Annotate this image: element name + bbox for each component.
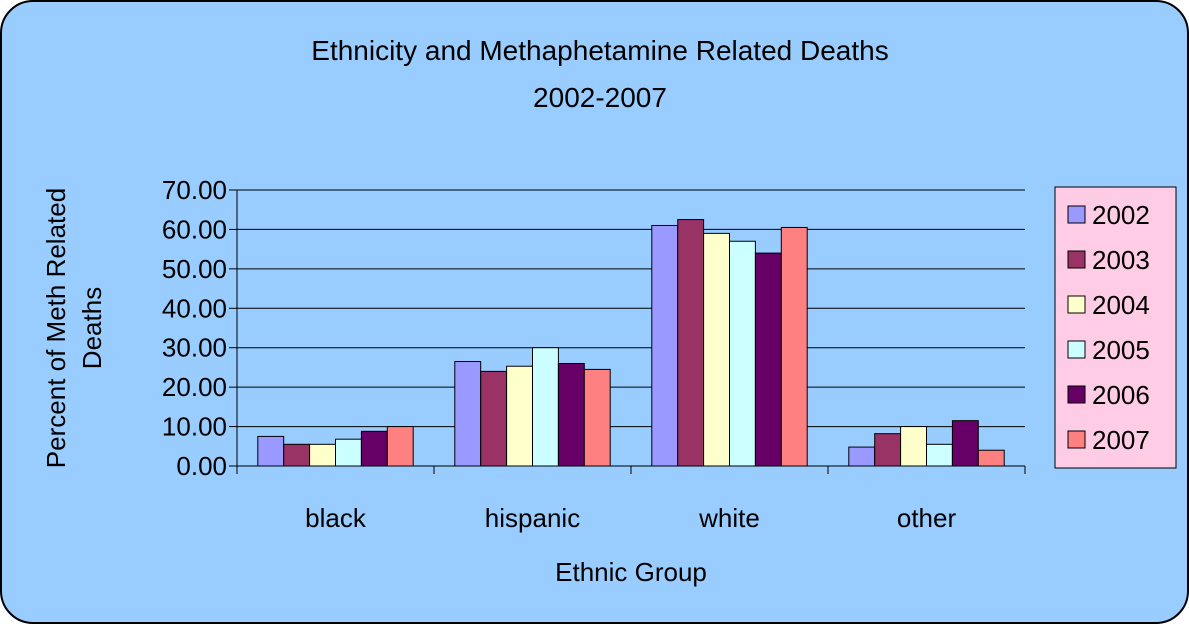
bar-black-2003 [283, 443, 311, 467]
bar-hispanic-2007 [583, 368, 611, 467]
bar-white-2002 [651, 224, 679, 467]
legend-label-2007: 2007 [1092, 425, 1150, 455]
legend-swatch-2007 [1067, 430, 1086, 449]
bar-white-2003 [677, 219, 705, 467]
legend-swatch-2003 [1067, 250, 1086, 269]
bar-black-2002 [257, 435, 285, 467]
chart-title-line-2: 2002-2007 [533, 82, 667, 113]
legend-swatch-2006 [1067, 385, 1086, 404]
bar-other-2002 [848, 446, 876, 467]
bar-other-2006 [951, 420, 979, 467]
bar-white-2005 [729, 240, 756, 467]
bar-black-2006 [360, 430, 388, 467]
bars [257, 219, 1005, 467]
gridlines [237, 189, 1025, 428]
bar-other-2005 [926, 443, 953, 467]
legend-label-2002: 2002 [1092, 200, 1150, 230]
legend-swatch-2004 [1067, 295, 1086, 314]
bar-hispanic-2006 [557, 362, 585, 467]
y-tick-label: 70.00 [162, 175, 227, 205]
y-tick-label: 50.00 [162, 254, 227, 284]
axes [229, 189, 1026, 474]
bar-black-2004 [309, 443, 337, 467]
y-axis-title: Percent of Meth Related Deaths [41, 188, 107, 468]
bar-hispanic-2003 [480, 370, 508, 467]
legend-label-2005: 2005 [1092, 335, 1150, 365]
legend-label-2006: 2006 [1092, 380, 1150, 410]
legend-label-2004: 2004 [1092, 290, 1150, 320]
y-axis-title-line-1: Percent of Meth Related [41, 188, 71, 468]
x-axis-title: Ethnic Group [555, 557, 707, 587]
y-tick-label: 0.00 [176, 451, 227, 481]
bar-hispanic-2005 [532, 347, 559, 467]
chart-title-line-1: Ethnicity and Methaphetamine Related Dea… [311, 35, 888, 66]
bar-hispanic-2004 [506, 365, 534, 467]
y-tick-label: 20.00 [162, 372, 227, 402]
legend-label-2003: 2003 [1092, 245, 1150, 275]
bar-white-2007 [780, 226, 808, 467]
y-tick-label: 30.00 [162, 333, 227, 363]
x-category-label: hispanic [485, 503, 580, 533]
bar-black-2007 [386, 426, 414, 467]
y-tick-labels: 0.00 10.00 20.00 30.00 40.00 50.00 60.00 70.00 [162, 175, 227, 481]
y-tick-label: 10.00 [162, 412, 227, 442]
legend-box [1054, 186, 1177, 469]
x-category-label: other [897, 503, 957, 533]
x-category-labels: black hispanic white other [305, 503, 956, 533]
y-tick-label: 60.00 [162, 214, 227, 244]
bar-white-2004 [703, 232, 730, 467]
legend-swatch-2005 [1067, 340, 1086, 359]
y-tick-label: 40.00 [162, 293, 227, 323]
legend-swatch-2002 [1067, 205, 1086, 224]
legend: 2002 2003 2004 2005 2006 2007 [1054, 186, 1177, 469]
bar-other-2007 [977, 449, 1005, 467]
bar-hispanic-2002 [454, 361, 482, 467]
y-axis-title-line-2: Deaths [77, 287, 107, 369]
bar-white-2006 [754, 252, 782, 467]
x-category-label: white [698, 503, 760, 533]
x-category-label: black [305, 503, 367, 533]
bar-other-2004 [900, 426, 927, 467]
bar-other-2003 [874, 433, 902, 467]
bar-black-2005 [335, 438, 362, 467]
